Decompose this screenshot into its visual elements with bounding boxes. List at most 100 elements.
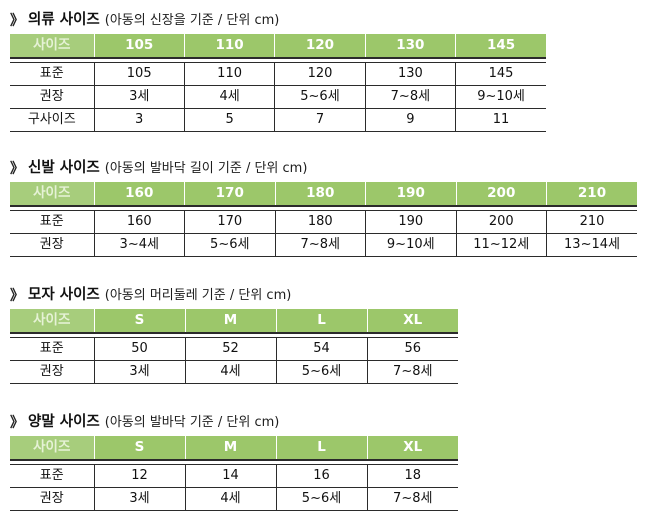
double-chevron-icon: 》	[10, 161, 24, 177]
section-heading-clothing: 》 의류 사이즈 (아동의 신장을 기준 / 단위 cm)	[0, 8, 658, 34]
header-rule	[10, 57, 546, 63]
column-header: 160	[94, 182, 185, 207]
column-header: 130	[365, 34, 457, 59]
section-heading-hat: 》 모자 사이즈 (아동의 머리둘레 기준 / 단위 cm)	[0, 283, 658, 309]
column-header: M	[185, 436, 277, 461]
column-header: 210	[546, 182, 637, 207]
column-header: M	[185, 309, 277, 334]
table-cell: 160	[94, 210, 185, 234]
table-cell: 56	[367, 337, 458, 361]
table-cell: 5~6세	[276, 360, 368, 384]
table-cell: 170	[184, 210, 276, 234]
table-cell: 105	[94, 62, 185, 86]
table-cell: 3~4세	[94, 233, 185, 257]
row-label: 권장	[10, 487, 95, 511]
row-label: 표준	[10, 62, 95, 86]
table-cell: 9	[365, 108, 457, 132]
table-cell: 11	[455, 108, 546, 132]
table-row: 표준 12 14 16 18	[10, 464, 458, 488]
column-header: L	[276, 309, 368, 334]
table-cell: 180	[275, 210, 366, 234]
table-cell: 5~6세	[276, 487, 368, 511]
column-header-size-label: 사이즈	[10, 182, 95, 207]
section-title: 양말 사이즈	[28, 414, 100, 430]
column-header: L	[276, 436, 368, 461]
section-title: 의류 사이즈	[28, 12, 100, 28]
table-cell: 3세	[94, 85, 185, 109]
table-header-row: 사이즈 105 110 120 130 145	[10, 34, 546, 59]
section-title: 신발 사이즈	[28, 160, 100, 176]
table-cell: 14	[185, 464, 277, 488]
table-cell: 120	[274, 62, 366, 86]
column-header-size-label: 사이즈	[10, 34, 95, 59]
column-header: 180	[275, 182, 366, 207]
column-header: 190	[365, 182, 457, 207]
table-cell: 200	[456, 210, 547, 234]
table-cell: 190	[365, 210, 457, 234]
size-table-hat: 사이즈 S M L XL 표준 50 52 54 56 권장 3세 4세 5~6세 7~8세	[10, 309, 458, 384]
column-header: 200	[456, 182, 547, 207]
column-header: XL	[367, 309, 458, 334]
table-cell: 5	[184, 108, 276, 132]
table-cell: 7	[274, 108, 366, 132]
table-row: 표준 50 52 54 56	[10, 337, 458, 361]
row-label: 표준	[10, 337, 95, 361]
table-row: 권장 3세 4세 5~6세 7~8세	[10, 487, 458, 511]
section-heading-shoes: 》 신발 사이즈 (아동의 발바닥 길이 기준 / 단위 cm)	[0, 156, 658, 182]
table-cell: 16	[276, 464, 368, 488]
header-rule-cell	[10, 459, 458, 465]
size-table-clothing: 사이즈 105 110 120 130 145 표준 105 110 120 130 145 권장 3세 4…	[10, 34, 546, 132]
section-title: 모자 사이즈	[28, 287, 100, 303]
table-cell: 210	[546, 210, 637, 234]
section-shoes: 》 신발 사이즈 (아동의 발바닥 길이 기준 / 단위 cm) 사이즈 160 170 1…	[0, 156, 658, 257]
table-cell: 5~6세	[184, 233, 276, 257]
section-hat: 》 모자 사이즈 (아동의 머리둘레 기준 / 단위 cm) 사이즈 S M L XL 표준 50…	[0, 283, 658, 384]
section-subtitle: (아동의 발바닥 길이 기준 / 단위 cm)	[104, 161, 308, 176]
table-cell: 110	[184, 62, 276, 86]
header-rule-cell	[10, 332, 458, 338]
row-label: 권장	[10, 85, 95, 109]
row-label: 구사이즈	[10, 108, 95, 132]
table-cell: 52	[185, 337, 277, 361]
column-header-size-label: 사이즈	[10, 309, 95, 334]
header-rule	[10, 332, 458, 338]
column-header: 120	[274, 34, 366, 59]
table-header-row: 사이즈 160 170 180 190 200 210	[10, 182, 637, 207]
section-subtitle: (아동의 신장을 기준 / 단위 cm)	[104, 13, 280, 28]
row-label: 권장	[10, 233, 95, 257]
column-header: 170	[184, 182, 276, 207]
table-cell: 7~8세	[367, 487, 458, 511]
table-cell: 50	[94, 337, 186, 361]
table-row: 표준 160 170 180 190 200 210	[10, 210, 637, 234]
table-cell: 13~14세	[546, 233, 637, 257]
table-cell: 7~8세	[367, 360, 458, 384]
double-chevron-icon: 》	[10, 415, 24, 431]
header-rule	[10, 205, 637, 211]
table-cell: 7~8세	[365, 85, 457, 109]
table-header-row: 사이즈 S M L XL	[10, 436, 458, 461]
column-header: S	[94, 436, 186, 461]
column-header: 145	[455, 34, 546, 59]
table-cell: 145	[455, 62, 546, 86]
section-spacer	[0, 132, 658, 156]
table-cell: 130	[365, 62, 457, 86]
column-header-size-label: 사이즈	[10, 436, 95, 461]
column-header: XL	[367, 436, 458, 461]
row-label: 표준	[10, 210, 95, 234]
table-cell: 9~10세	[455, 85, 546, 109]
table-row: 권장 3세 4세 5~6세 7~8세	[10, 360, 458, 384]
header-rule	[10, 459, 458, 465]
section-socks: 》 양말 사이즈 (아동의 발바닥 기준 / 단위 cm) 사이즈 S M L XL 표준 12 1…	[0, 410, 658, 511]
table-cell: 3세	[94, 360, 186, 384]
double-chevron-icon: 》	[10, 13, 24, 29]
table-cell: 5~6세	[274, 85, 366, 109]
table-row: 권장 3세 4세 5~6세 7~8세 9~10세	[10, 85, 546, 109]
row-label: 권장	[10, 360, 95, 384]
double-chevron-icon: 》	[10, 288, 24, 304]
column-header: 105	[94, 34, 185, 59]
table-cell: 4세	[185, 360, 277, 384]
header-rule-cell	[10, 57, 546, 63]
size-table-socks: 사이즈 S M L XL 표준 12 14 16 18 권장 3세 4세 5~6세 7~8세	[10, 436, 458, 511]
table-cell: 9~10세	[365, 233, 457, 257]
